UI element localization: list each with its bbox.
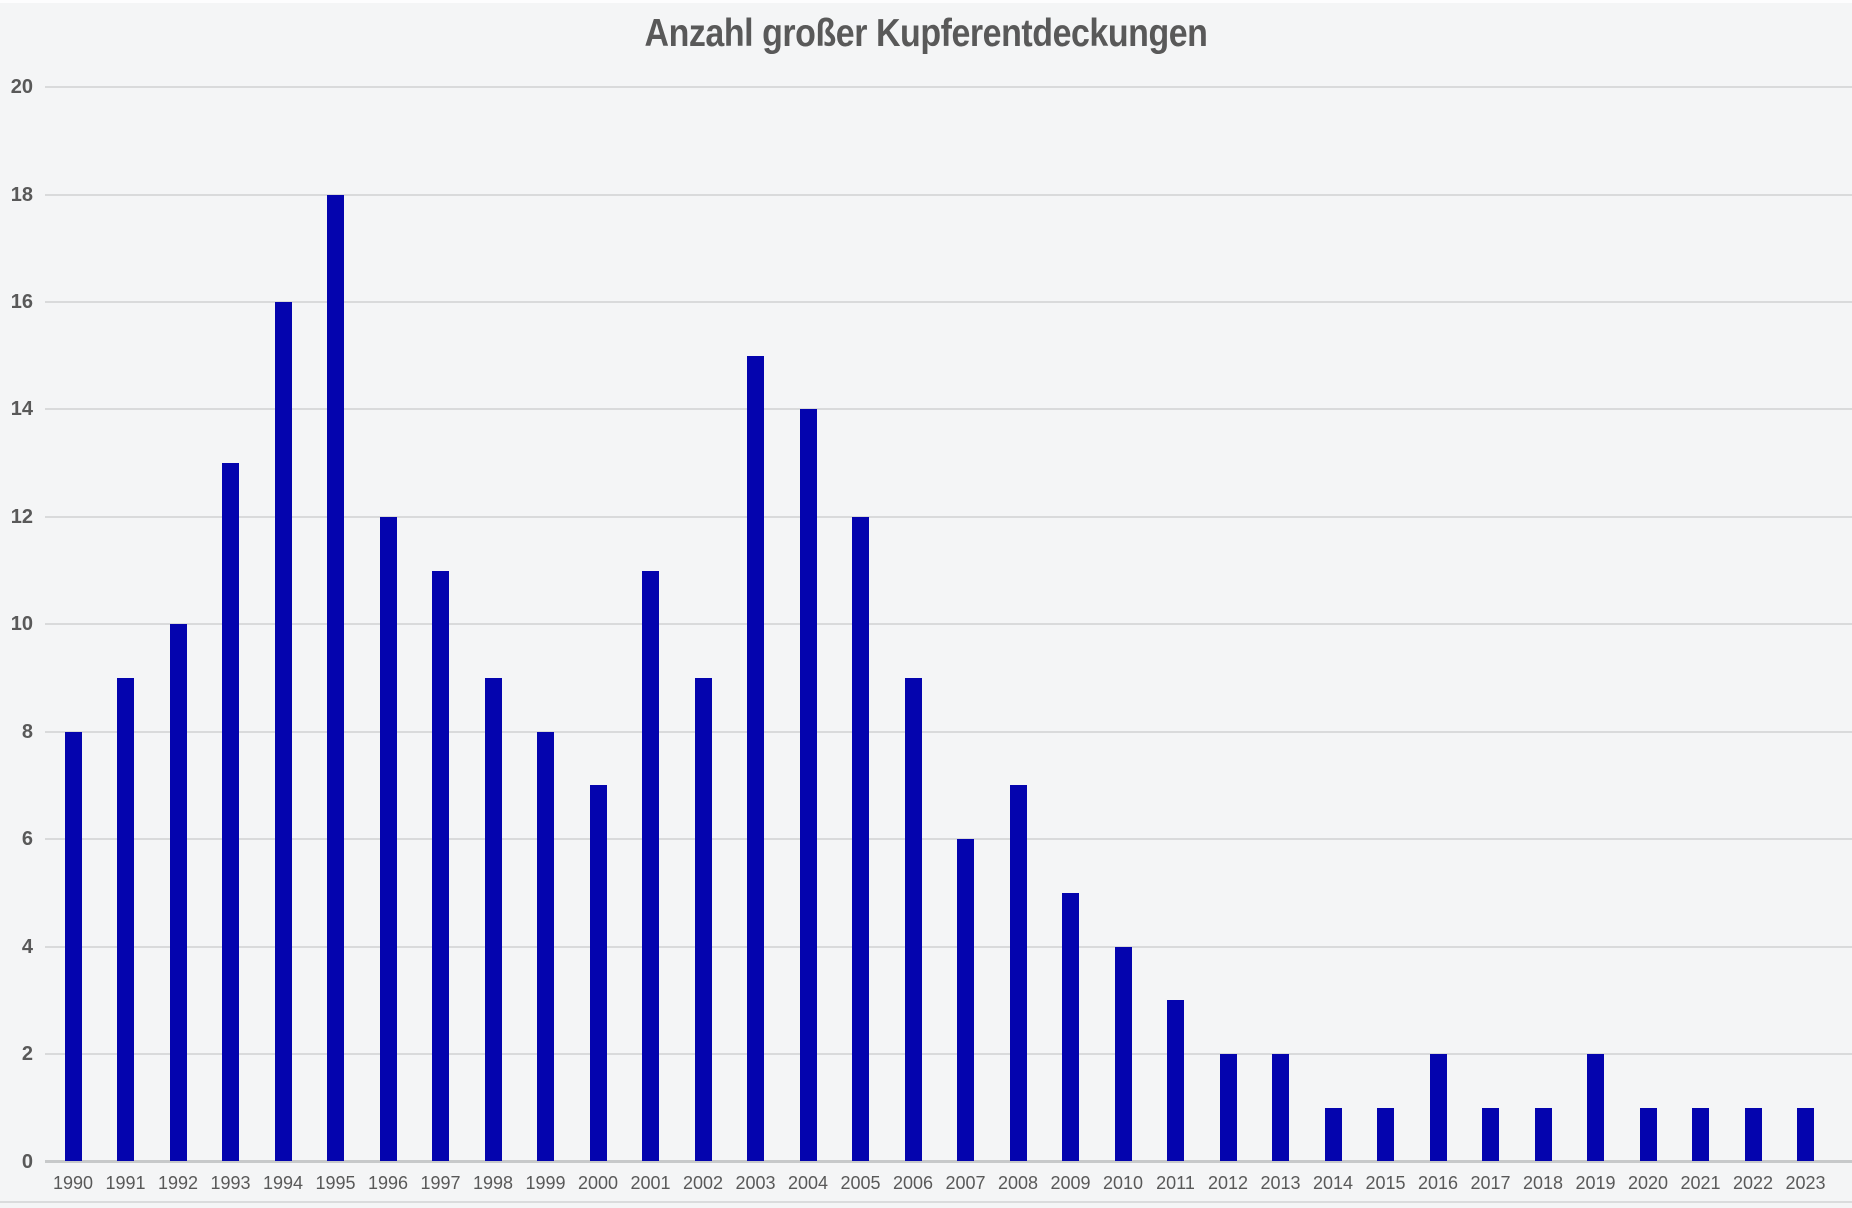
x-tick-label: 2011 (1156, 1173, 1195, 1193)
gridline (45, 300, 1852, 303)
x-tick-label: 1990 (52, 1173, 94, 1193)
x-tick-label: 2012 (1207, 1173, 1249, 1193)
y-tick-label: 4 (21, 935, 33, 958)
x-tick-label: 2019 (1575, 1173, 1616, 1193)
x-tick-label: 2000 (577, 1173, 619, 1193)
bar (957, 839, 974, 1162)
bar (537, 731, 554, 1162)
gridline (45, 193, 1852, 196)
bar (379, 516, 397, 1162)
gridline (45, 515, 1852, 518)
bar (274, 301, 292, 1162)
x-tick-label: 2002 (682, 1173, 724, 1193)
bar (852, 516, 869, 1162)
gridline (45, 838, 1852, 841)
x-tick-label: 2005 (840, 1173, 881, 1193)
x-tick-label: 1994 (262, 1173, 304, 1193)
x-tick-label: 1999 (525, 1173, 566, 1193)
bar (1639, 1107, 1657, 1162)
x-tick-label: 2006 (892, 1173, 934, 1193)
x-tick-label: 2023 (1785, 1173, 1826, 1193)
y-tick-label: 20 (10, 76, 33, 99)
y-tick-label: 14 (10, 398, 33, 421)
x-tick-label: 2022 (1732, 1173, 1774, 1193)
gridline (45, 623, 1852, 626)
bar (1114, 946, 1132, 1162)
bar (1534, 1107, 1552, 1162)
gridline (45, 86, 1852, 89)
x-tick-label: 1991 (105, 1173, 146, 1193)
x-tick-label: 2016 (1417, 1173, 1459, 1193)
x-tick-label: 2001 (630, 1173, 671, 1193)
x-tick-label: 2007 (945, 1173, 986, 1193)
bar (1324, 1107, 1342, 1162)
bar (117, 678, 134, 1162)
bar (169, 624, 187, 1162)
x-tick-label: 2013 (1260, 1173, 1301, 1193)
bar (1062, 892, 1079, 1162)
bar (1377, 1107, 1394, 1162)
bar (694, 678, 712, 1162)
bar (1429, 1054, 1447, 1162)
bar (799, 409, 817, 1162)
bar (1587, 1054, 1604, 1162)
gridline (45, 730, 1852, 733)
y-tick-label: 0 (21, 1150, 33, 1173)
bar (1272, 1054, 1289, 1162)
x-tick-label: 2017 (1470, 1173, 1511, 1193)
x-tick-label: 2020 (1627, 1173, 1669, 1193)
bar (1692, 1107, 1709, 1162)
bar (904, 678, 922, 1162)
chart-top-border (0, 0, 1852, 3)
x-tick-label: 1992 (157, 1173, 199, 1193)
y-tick-label: 8 (21, 720, 33, 743)
y-tick-label: 18 (10, 183, 33, 206)
y-tick-label: 2 (21, 1043, 33, 1066)
bar (1167, 1000, 1184, 1162)
gridline (45, 408, 1852, 411)
y-tick-label: 6 (21, 828, 33, 851)
y-tick-label: 12 (10, 505, 33, 528)
x-tick-label: 1996 (367, 1173, 409, 1193)
bar (432, 570, 449, 1162)
x-tick-label: 2003 (735, 1173, 776, 1193)
gridline (45, 1053, 1852, 1056)
x-tick-label: 1998 (472, 1173, 514, 1193)
x-tick-label: 2004 (787, 1173, 829, 1193)
x-tick-label: 2015 (1365, 1173, 1406, 1193)
bar (747, 355, 764, 1162)
bar (484, 678, 502, 1162)
x-tick-label: 2021 (1680, 1173, 1721, 1193)
bar (64, 731, 82, 1162)
x-tick-label: 2014 (1312, 1173, 1354, 1193)
x-tick-label: 1997 (420, 1173, 461, 1193)
gridline (45, 945, 1852, 948)
y-tick-label: 16 (10, 290, 33, 313)
bar (1219, 1054, 1237, 1162)
x-axis-line (45, 1160, 1852, 1163)
x-tick-label: 1995 (315, 1173, 356, 1193)
bar (327, 194, 344, 1162)
bar (1482, 1107, 1499, 1162)
x-tick-label: 1993 (210, 1173, 251, 1193)
bar (1797, 1107, 1814, 1162)
x-tick-label: 2018 (1522, 1173, 1564, 1193)
bar (1009, 785, 1027, 1162)
bar (1744, 1107, 1762, 1162)
bar (642, 570, 659, 1162)
chart-title: Anzahl großer Kupferentdeckungen (644, 12, 1208, 55)
x-tick-label: 2009 (1050, 1173, 1091, 1193)
y-tick-label: 10 (10, 613, 33, 636)
chart-bottom-border (0, 1201, 1852, 1203)
bar (589, 785, 607, 1162)
x-tick-label: 2008 (997, 1173, 1039, 1193)
bar (222, 463, 239, 1162)
x-tick-label: 2010 (1102, 1173, 1144, 1193)
